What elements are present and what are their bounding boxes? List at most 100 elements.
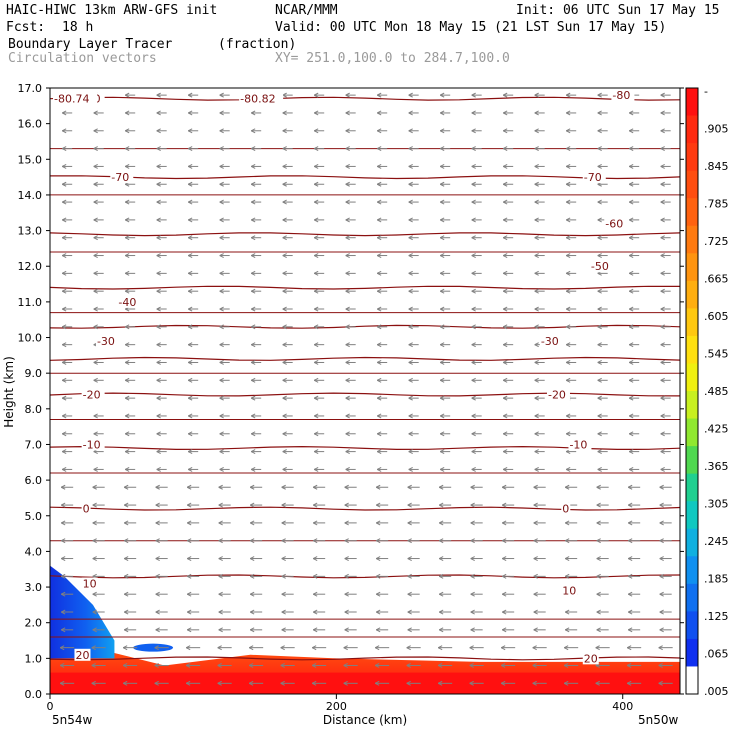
vector-arrow [596,627,609,633]
vector-arrow [250,360,262,365]
vector-arrow [155,627,168,633]
vector-arrow [533,520,546,526]
y-tick-label: 4.0 [25,545,43,558]
vector-arrow [597,377,608,383]
vector-arrow [217,680,232,686]
vector-arrow [407,520,420,526]
vector-arrow [470,538,483,544]
vector-arrow [597,395,608,401]
vector-arrow [502,431,514,437]
vector-arrow [92,627,105,633]
colorbar-segment [686,88,698,117]
vector-arrow [533,484,546,490]
vector-arrow [502,324,514,330]
vector-arrow [344,484,357,490]
vector-arrow [439,253,451,258]
x-end-right: 5n50w [638,713,679,727]
vector-arrow [469,645,484,651]
vector-arrow [186,609,200,615]
vector-arrow [376,395,388,401]
vector-arrow [627,502,641,508]
vector-arrow [312,538,326,544]
vector-arrow [533,502,546,508]
vector-arrow [91,645,106,651]
contour-label: -30 [97,335,115,348]
vector-arrow [533,627,546,633]
vector-arrow [281,520,294,526]
vector-arrow [155,502,168,508]
colorbar-segment [686,280,698,309]
colorbar-segment [686,253,698,282]
colorbar-label: .665 [704,273,729,286]
vector-arrow [660,110,671,116]
vector-arrow [597,163,608,169]
vector-arrow [344,573,357,579]
vector-arrow [93,288,104,294]
vector-arrow [312,573,326,579]
vector-arrow [439,413,451,419]
vector-arrow [282,466,293,472]
vector-arrow [406,680,421,686]
vector-arrow [61,199,73,205]
vector-arrow [313,128,325,134]
vector-arrow [187,288,199,294]
vector-arrow [628,270,640,276]
vector-arrow [249,573,263,579]
vector-arrow [219,360,230,365]
y-tick-label: 5.0 [25,510,43,523]
vector-arrow [660,360,671,365]
contour-label: -10 [569,438,587,451]
vector-arrow [564,573,578,579]
vector-arrow [597,466,608,472]
vector-arrow [281,591,294,597]
vector-arrow [563,663,579,668]
vector-arrow [313,253,325,258]
vector-arrow [156,270,167,276]
vector-arrow [628,128,640,134]
vector-arrow [660,449,671,455]
vector-arrow [659,573,672,579]
vector-arrow [471,128,482,134]
vector-arrow [376,217,388,223]
vector-arrow [660,342,671,348]
vector-arrow [343,663,358,668]
contour-label: 10 [562,585,576,598]
vector-arrow [502,466,514,472]
y-tick-label: 8.0 [25,403,43,416]
vector-arrow [534,306,545,312]
vector-arrow [471,199,482,205]
vector-arrow [313,431,325,437]
vector-arrow [374,680,390,686]
vector-arrow [565,253,577,258]
vector-arrow [345,413,356,419]
vector-arrow [659,520,672,526]
vector-arrow [408,288,419,294]
vector-arrow [502,92,514,98]
vector-arrow [471,466,482,472]
contour-label-bg [546,388,570,401]
vector-arrow [439,163,451,169]
contour-label-bg [53,92,97,105]
vector-arrow [597,413,608,419]
colorbar-label: .005 [704,685,729,698]
vector-arrow [471,163,482,169]
vector-arrow [92,556,105,561]
vector-arrow [564,627,578,633]
vector-arrow [439,199,451,205]
vector-arrow [533,573,546,579]
vector-arrow [187,146,199,152]
vector-arrow [155,520,168,526]
vector-arrow [313,163,325,169]
vector-arrow [218,520,231,526]
vector-arrow [124,324,136,330]
vector-arrow [156,253,167,258]
model-title: HAIC-HIWC 13km ARW-GFS init [6,3,217,18]
vector-arrow [471,395,482,401]
vector-arrow [595,663,610,668]
colorbar-label: .185 [704,573,729,586]
vector-arrow [250,431,262,437]
vector-arrow [597,128,608,134]
colorbar-segment [686,583,698,612]
vector-arrow [533,591,546,597]
vector-arrow [565,342,577,348]
